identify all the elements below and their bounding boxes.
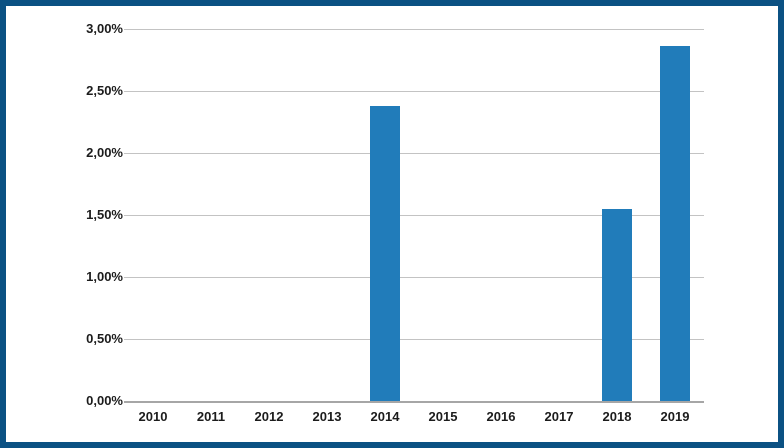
gridline xyxy=(124,277,704,278)
y-tick-label: 0,00% xyxy=(86,393,123,408)
x-tick-label: 2010 xyxy=(138,409,168,424)
x-tick-label: 2012 xyxy=(254,409,284,424)
gridline xyxy=(124,215,704,216)
x-tick-label: 2011 xyxy=(196,409,226,424)
y-tick-label: 0,50% xyxy=(86,331,123,346)
y-tick-label: 1,50% xyxy=(86,207,123,222)
bar-2018 xyxy=(602,209,632,401)
y-tick-label: 1,00% xyxy=(86,269,123,284)
bar-2019 xyxy=(660,46,690,401)
x-tick-label: 2015 xyxy=(428,409,458,424)
y-tick-label: 3,00% xyxy=(86,21,123,36)
gridline xyxy=(124,153,704,154)
bar-2014 xyxy=(370,106,400,401)
x-axis-line xyxy=(124,401,704,403)
x-tick-label: 2013 xyxy=(312,409,342,424)
gridline xyxy=(124,29,704,30)
x-tick-label: 2017 xyxy=(544,409,574,424)
x-tick-label: 2019 xyxy=(660,409,690,424)
y-tick-label: 2,50% xyxy=(86,83,123,98)
x-tick-label: 2018 xyxy=(602,409,632,424)
gridline xyxy=(124,339,704,340)
y-tick-label: 2,00% xyxy=(86,145,123,160)
gridline xyxy=(124,91,704,92)
x-tick-label: 2014 xyxy=(370,409,400,424)
x-tick-label: 2016 xyxy=(486,409,516,424)
